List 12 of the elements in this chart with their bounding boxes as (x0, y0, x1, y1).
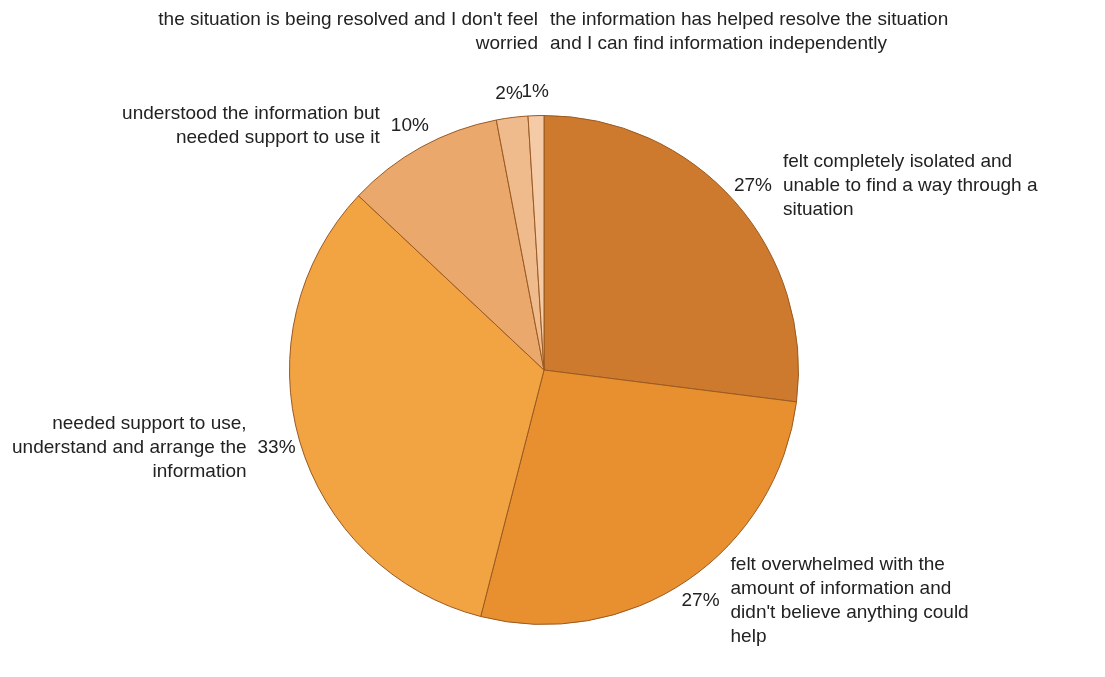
data-label: 27% (733, 174, 773, 196)
slice-label: the information has helped resolve the situation and I can find information independently (550, 8, 949, 54)
data-label: 27% (681, 588, 720, 610)
slice-label: the situation is being resolved and I don't feel worried (158, 8, 538, 54)
data-label: 10% (390, 114, 429, 136)
slice-label: understood the information but needed support to use it (122, 102, 381, 148)
data-label: 1% (521, 79, 550, 101)
data-label: 2% (495, 81, 523, 103)
slice-label: felt completely isolated and unable to find a way through a situation (782, 150, 1038, 220)
slice-label: needed support to use, understand and arrange the information (12, 411, 247, 481)
data-label: 33% (257, 435, 296, 457)
slice-label: felt overwhelmed with the amount of information and didn't believe anything could help (730, 552, 969, 646)
